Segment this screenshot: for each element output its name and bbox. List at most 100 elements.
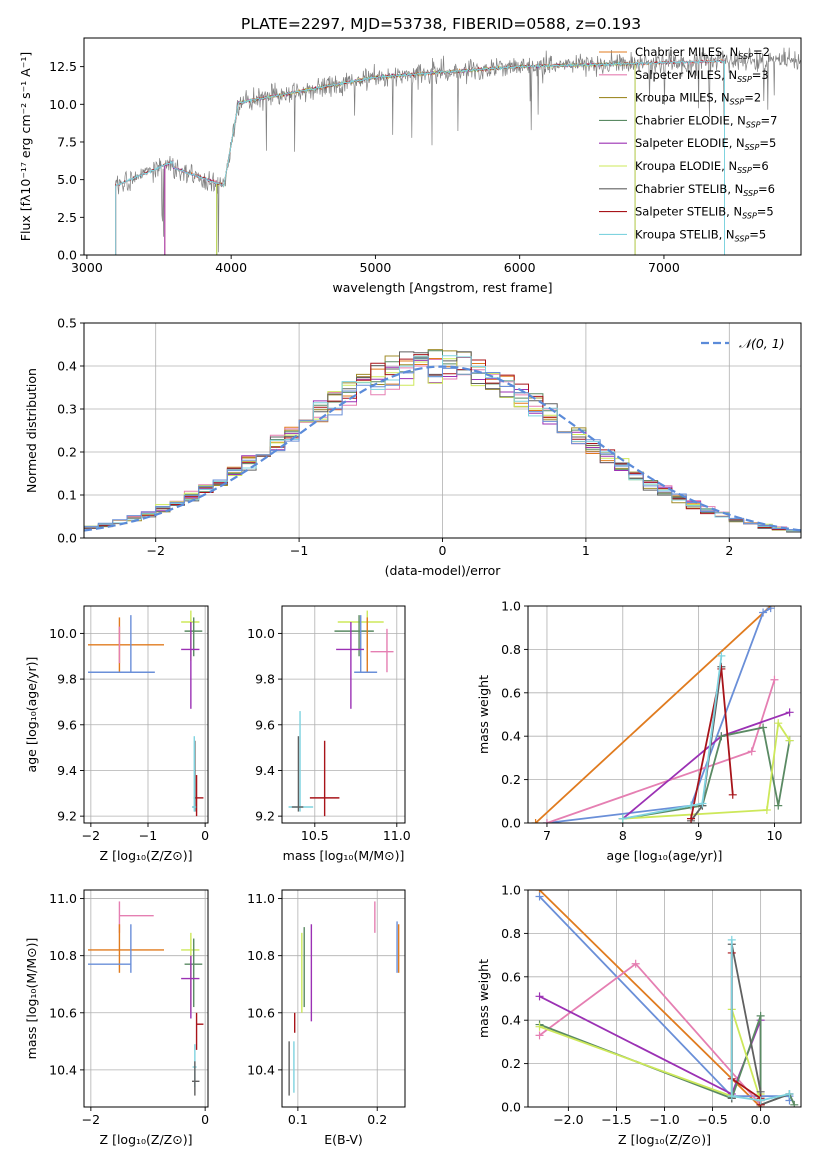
legend-entry: Salpeter MILES, NSSP=3: [635, 68, 769, 84]
x-tick-label: −2: [82, 1112, 100, 1127]
y-tick-label: 9.8: [57, 672, 77, 687]
y-tick-label: 2.5: [57, 210, 77, 225]
weight-point: [759, 723, 768, 732]
y-tick-label: 0.8: [501, 926, 521, 941]
weight-vs-Z-panel: −2.0 −1.5 −1.0 −0.5 0.0 0.0 0.2 0.4 0.6 0.8 1.0 Z […: [476, 883, 802, 1147]
x-tick-label: 5000: [360, 260, 392, 275]
weight-point: [535, 1031, 544, 1040]
x-axis-label: age [log₁₀(age/yr)]: [607, 848, 723, 863]
plot-area: [531, 606, 794, 823]
y-tick-label: 10.4: [247, 1062, 275, 1077]
y-axis-label: Normed distribution: [24, 368, 39, 493]
residuals-panel: −2 −1 0 1 2 0.0 0.1 0.2 0.3 0.4 0.5 (data-model)/er…: [24, 316, 802, 578]
weight-point: [717, 732, 726, 741]
y-tick-label: 10.0: [247, 626, 275, 641]
plot-area: [535, 890, 799, 1107]
mass-vs-EBV-panel: 0.1 0.2 10.4 10.6 10.8 11.0 E(B-V): [247, 889, 406, 1147]
spectrum-series: [115, 59, 725, 255]
x-tick-label: 10.5: [301, 828, 329, 843]
y-tick-label: 0.2: [501, 1056, 521, 1071]
spectrum-series: [216, 61, 636, 255]
legend-entry: Chabrier STELIB, NSSP=6: [635, 182, 775, 198]
weight-point: [687, 814, 696, 823]
y-tick-label: 9.4: [57, 763, 77, 778]
y-tick-label: 0.0: [501, 1100, 521, 1115]
y-axis-label: mass [log₁₀(M/M⊙)]: [24, 938, 39, 1060]
weight-point: [770, 675, 779, 684]
spectrum-series: [164, 61, 636, 255]
x-axis-label: E(B-V): [324, 1132, 363, 1147]
legend-entry: Kroupa ELODIE, NSSP=6: [635, 159, 769, 175]
weight-point: [727, 1092, 736, 1101]
normal-curve: [84, 365, 801, 532]
weight-vs-age-panel: 7 8 9 10 0.0 0.2 0.4 0.6 0.8 1.0 age [log₁₀(age/yr…: [476, 599, 802, 863]
axes-frame: [527, 605, 802, 824]
y-tick-label: 10.0: [49, 626, 77, 641]
y-tick-label: 10.8: [49, 948, 77, 963]
y-tick-label: 5.0: [57, 172, 77, 187]
y-tick-label: 10.4: [49, 1062, 77, 1077]
legend-entry: Salpeter ELODIE, NSSP=5: [635, 136, 776, 152]
weight-point: [728, 790, 737, 799]
weight-point: [766, 606, 775, 613]
spectrum-series: [164, 58, 725, 255]
plot-area: [288, 610, 394, 817]
y-axis-label: age [log₁₀(age/yr)]: [24, 657, 39, 773]
x-tick-label: −1: [139, 828, 157, 843]
x-tick-label: 2: [725, 543, 733, 558]
x-tick-label: −2: [146, 543, 164, 558]
y-tick-label: 11.0: [49, 891, 77, 906]
y-tick-label: 0.6: [501, 685, 521, 700]
axes-frame: [83, 605, 209, 824]
y-tick-label: 0.3: [57, 402, 77, 417]
weight-point: [717, 651, 726, 660]
legend-entry: Kroupa STELIB, NSSP=5: [635, 227, 766, 243]
x-tick-label: 6000: [504, 260, 536, 275]
x-axis-label: Z [log₁₀(Z/Z⊙)]: [100, 1132, 193, 1147]
x-tick-label: 0.2: [367, 1112, 387, 1127]
weight-point: [747, 747, 756, 756]
y-tick-label: 11.0: [247, 891, 275, 906]
x-tick-label: −2: [82, 828, 100, 843]
x-tick-label: −1.0: [649, 1112, 679, 1127]
y-tick-label: 9.2: [57, 809, 77, 824]
y-tick-label: 10.0: [49, 97, 77, 112]
figure-title: PLATE=2297, MJD=53738, FIBERID=0588, z=0…: [241, 15, 641, 33]
x-tick-label: 0: [201, 1112, 209, 1127]
y-tick-label: 0.2: [57, 445, 77, 460]
weight-series: [538, 890, 762, 1107]
y-tick-label: 0.0: [57, 531, 77, 546]
y-tick-label: 0.4: [501, 729, 521, 744]
x-tick-label: 3000: [71, 260, 103, 275]
x-axis-label: (data-model)/error: [385, 563, 502, 578]
weight-point: [762, 805, 771, 814]
weight-series: [534, 606, 772, 823]
y-tick-label: 0.1: [57, 488, 77, 503]
spectrum-series: [216, 61, 636, 255]
weight-point: [687, 801, 696, 810]
y-tick-label: 0.6: [501, 969, 521, 984]
y-tick-label: 0.4: [57, 359, 77, 374]
mass-vs-Z-panel: −2 0 10.4 10.6 10.8 11.0 Z [log₁₀(Z/Z⊙)] mass […: [24, 889, 209, 1147]
x-axis-label: wavelength [Angstrom, rest frame]: [332, 280, 552, 295]
weight-series: [730, 939, 790, 1102]
plot-area: [115, 47, 801, 255]
legend-entry: Kroupa MILES, NSSP=2: [635, 91, 761, 107]
weight-point: [774, 719, 783, 728]
y-tick-label: 1.0: [501, 883, 521, 898]
x-tick-label: 7000: [648, 260, 680, 275]
age-vs-Z-panel: −2 −1 0 9.2 9.4 9.6 9.8 10.0 Z [log₁₀(Z/Z⊙)] age …: [24, 605, 209, 863]
weight-point: [631, 959, 640, 968]
weight-point: [535, 1022, 544, 1031]
y-tick-label: 9.6: [57, 717, 77, 732]
spectrum-series: [115, 47, 801, 255]
weight-series: [622, 655, 723, 820]
y-tick-label: 10.6: [49, 1005, 77, 1020]
x-tick-label: 0: [439, 543, 447, 558]
weight-point: [542, 819, 551, 823]
weight-point: [785, 1089, 794, 1098]
spectrum-series: [216, 61, 636, 255]
x-axis-label: mass [log₁₀(M/M⊙)]: [283, 848, 405, 863]
y-tick-label: 0.0: [501, 816, 521, 831]
